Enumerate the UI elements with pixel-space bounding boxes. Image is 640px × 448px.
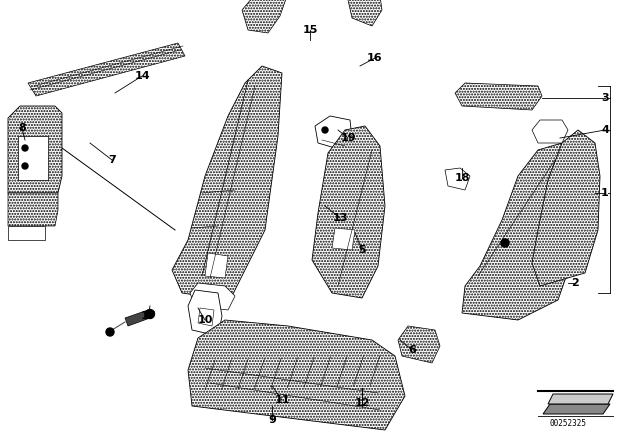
Circle shape bbox=[501, 239, 509, 247]
Circle shape bbox=[322, 127, 328, 133]
Circle shape bbox=[22, 145, 28, 151]
Text: 7: 7 bbox=[108, 155, 116, 165]
Polygon shape bbox=[332, 228, 355, 250]
Polygon shape bbox=[28, 43, 185, 96]
Polygon shape bbox=[125, 310, 150, 326]
Text: 3: 3 bbox=[601, 93, 609, 103]
Circle shape bbox=[145, 310, 154, 319]
Polygon shape bbox=[8, 106, 62, 193]
Polygon shape bbox=[190, 283, 235, 310]
Polygon shape bbox=[398, 326, 440, 363]
Polygon shape bbox=[445, 168, 470, 190]
Text: 19: 19 bbox=[340, 133, 356, 143]
Text: 5: 5 bbox=[358, 245, 366, 255]
Text: 17: 17 bbox=[140, 311, 156, 321]
Circle shape bbox=[22, 163, 28, 169]
Polygon shape bbox=[8, 226, 45, 240]
Text: 13: 13 bbox=[332, 213, 348, 223]
Text: 11: 11 bbox=[275, 395, 290, 405]
Polygon shape bbox=[188, 290, 222, 336]
Text: 16: 16 bbox=[367, 53, 383, 63]
Polygon shape bbox=[18, 136, 48, 180]
Text: 6: 6 bbox=[408, 345, 416, 355]
Text: 2: 2 bbox=[571, 278, 579, 288]
Text: 1: 1 bbox=[601, 188, 609, 198]
Polygon shape bbox=[462, 143, 578, 320]
Polygon shape bbox=[198, 308, 214, 326]
Polygon shape bbox=[455, 83, 542, 110]
Polygon shape bbox=[242, 0, 288, 33]
Text: 14: 14 bbox=[134, 71, 150, 81]
Text: 8: 8 bbox=[18, 123, 26, 133]
Polygon shape bbox=[312, 126, 385, 298]
Text: 9: 9 bbox=[268, 415, 276, 425]
Polygon shape bbox=[532, 130, 600, 286]
Polygon shape bbox=[8, 193, 58, 226]
Polygon shape bbox=[532, 120, 568, 143]
Text: 18: 18 bbox=[454, 173, 470, 183]
Text: 4: 4 bbox=[601, 125, 609, 135]
Text: 15: 15 bbox=[302, 25, 317, 35]
Polygon shape bbox=[188, 320, 405, 430]
Text: 12: 12 bbox=[355, 398, 370, 408]
Polygon shape bbox=[172, 66, 282, 300]
Polygon shape bbox=[205, 253, 228, 278]
Polygon shape bbox=[348, 0, 382, 26]
Polygon shape bbox=[315, 116, 352, 150]
Text: 00252325: 00252325 bbox=[550, 419, 587, 428]
Text: 10: 10 bbox=[197, 315, 212, 325]
Polygon shape bbox=[543, 404, 610, 414]
Circle shape bbox=[106, 328, 114, 336]
Polygon shape bbox=[548, 394, 613, 404]
